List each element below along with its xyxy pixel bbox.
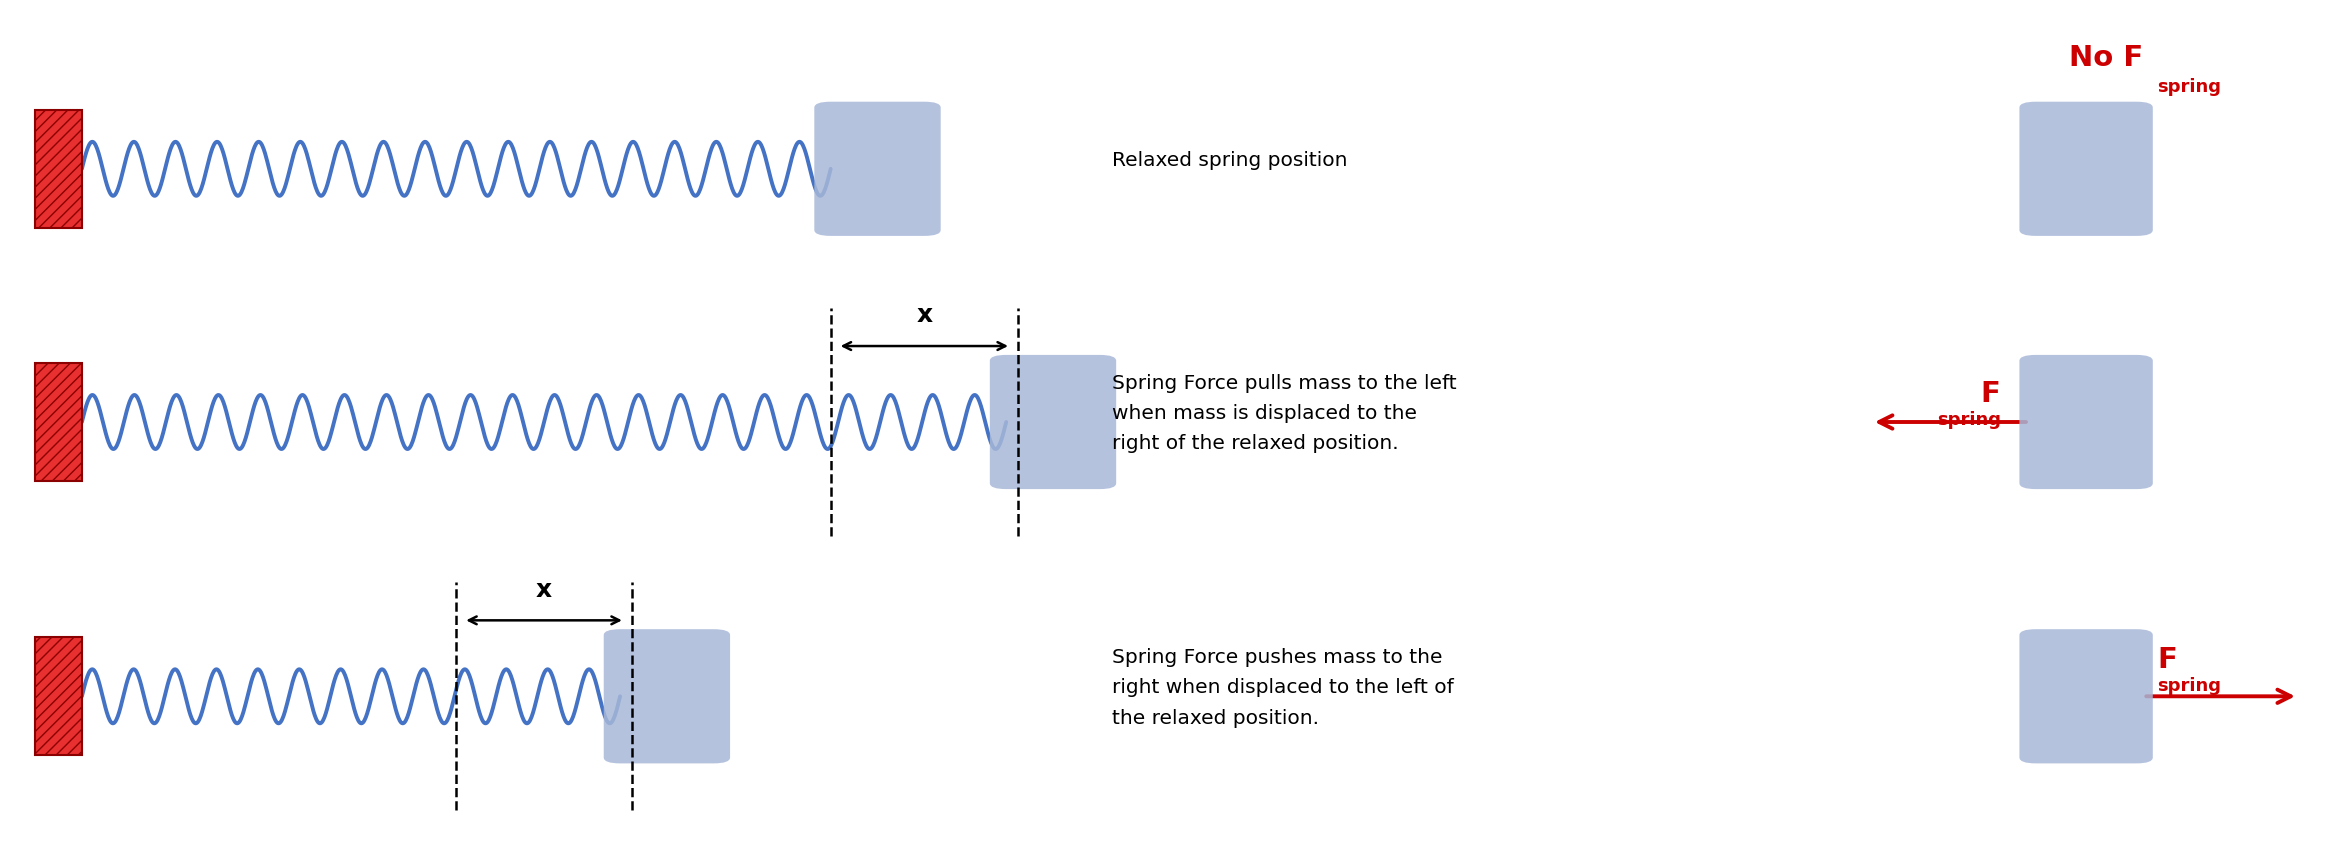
Text: spring: spring (2157, 78, 2221, 96)
FancyBboxPatch shape (990, 354, 1116, 489)
Text: spring: spring (1938, 411, 2001, 429)
FancyBboxPatch shape (35, 637, 82, 755)
FancyBboxPatch shape (2019, 630, 2153, 763)
FancyBboxPatch shape (2019, 101, 2153, 235)
Text: x: x (536, 578, 552, 602)
FancyBboxPatch shape (35, 110, 82, 228)
Text: x: x (917, 304, 931, 327)
Text: F: F (1982, 380, 2001, 408)
Text: Relaxed spring position: Relaxed spring position (1112, 151, 1348, 170)
Text: spring: spring (2157, 677, 2221, 695)
Text: Spring Force pulls mass to the left
when mass is displaced to the
right of the r: Spring Force pulls mass to the left when… (1112, 374, 1455, 453)
Text: No F: No F (2069, 44, 2143, 72)
Text: Spring Force pushes mass to the
right when displaced to the left of
the relaxed : Spring Force pushes mass to the right wh… (1112, 648, 1453, 728)
FancyBboxPatch shape (35, 363, 82, 481)
Text: F: F (2157, 646, 2176, 674)
FancyBboxPatch shape (814, 101, 941, 235)
FancyBboxPatch shape (2019, 354, 2153, 489)
FancyBboxPatch shape (604, 630, 730, 763)
